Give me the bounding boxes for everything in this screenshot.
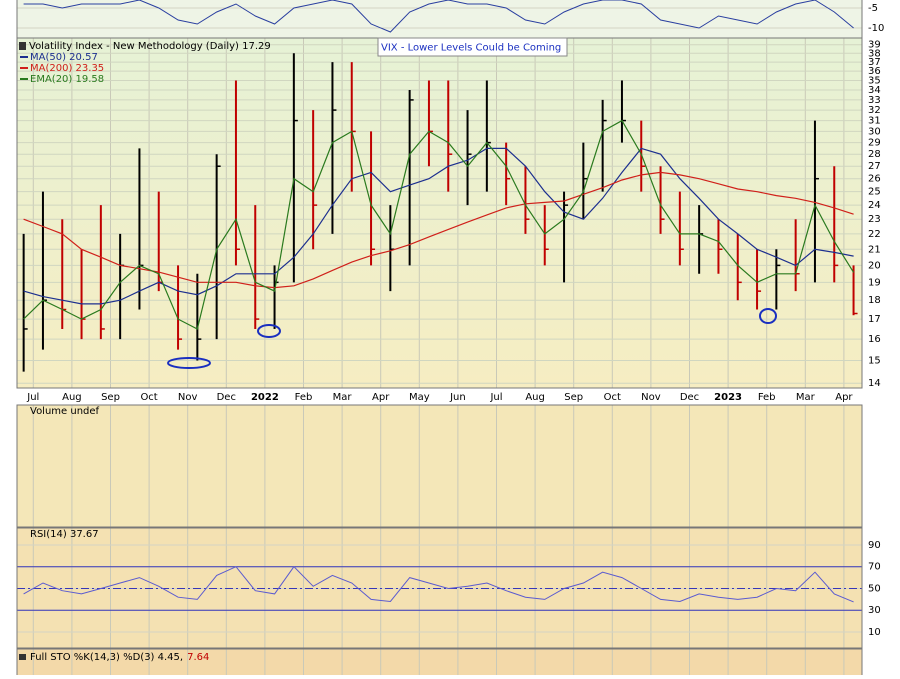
x-tick-label: Nov <box>641 392 661 403</box>
title-part: 7.64 <box>187 652 209 663</box>
y-tick-label: 25 <box>868 187 881 198</box>
x-tick-label: Sep <box>564 392 583 403</box>
grid <box>17 7 862 675</box>
y-tick-label: 30 <box>868 126 881 137</box>
x-tick-label: Dec <box>680 392 699 403</box>
y-tick-label: 39 <box>868 40 881 51</box>
x-tick-label: Mar <box>333 392 353 403</box>
y-tick-label: 28 <box>868 149 881 160</box>
legend-entry: MA(200) 23.35 <box>30 63 104 74</box>
panel-title: RSI(14) 37.67 <box>30 529 99 540</box>
x-tick-label: Mar <box>796 392 816 403</box>
series-line <box>23 565 854 603</box>
annotation-box <box>377 37 568 57</box>
y-tick-label: 16 <box>868 334 881 345</box>
x-tick-label: Dec <box>217 392 236 403</box>
y-tick-label: 10 <box>868 627 881 638</box>
legend-entry: MA(50) 20.57 <box>30 52 98 63</box>
y-tick-label: 35 <box>868 75 881 86</box>
y-tick-label: 70 <box>868 562 881 573</box>
chart-title: Volatility Index - New Methodology (Dail… <box>29 41 271 52</box>
marks <box>22 0 858 603</box>
y-tick-label: 31 <box>868 116 881 127</box>
y-tick-label: 36 <box>868 66 881 77</box>
series-line <box>23 171 854 289</box>
x-tick-label: Oct <box>604 392 621 403</box>
x-tick-label: Oct <box>140 392 157 403</box>
x-tick-label: Sep <box>101 392 120 403</box>
y-tick-label: 38 <box>868 48 881 59</box>
panel-borders <box>16 0 863 679</box>
y-tick-label: 29 <box>868 138 881 149</box>
y-tick-label: 15 <box>868 355 881 366</box>
y-tick-label: 33 <box>868 95 881 106</box>
annotation-ellipses <box>167 308 777 369</box>
y-tick-label: 23 <box>868 214 881 225</box>
panel-title: Full STO %K(14,3) %D(3) 4.45, 7.64 <box>30 652 209 663</box>
x-tick-label: 2023 <box>714 392 742 403</box>
y-tick-label: 26 <box>868 174 881 185</box>
x-tick-label: May <box>409 392 430 403</box>
series-line <box>23 147 854 305</box>
y-tick-label: 37 <box>868 57 881 68</box>
x-tick-label: Aug <box>525 392 545 403</box>
panel-bg <box>17 405 862 527</box>
y-tick-label: 17 <box>868 314 881 325</box>
x-tick-label: Jun <box>449 392 466 403</box>
x-tick-label: 2022 <box>251 392 279 403</box>
y-tick-label: 30 <box>868 605 881 616</box>
y-tick-label: 34 <box>868 85 881 96</box>
y-tick-label: 90 <box>868 540 881 551</box>
y-tick-label: 27 <box>868 161 881 172</box>
x-tick-label: Jul <box>26 392 39 403</box>
y-tick-label: 21 <box>868 244 881 255</box>
y-tick-label: 18 <box>868 295 881 306</box>
y-tick-label: 22 <box>868 229 881 240</box>
symbol-icon <box>19 654 26 660</box>
y-tick-label: 24 <box>868 200 881 211</box>
y-tick-label: 50 <box>868 583 881 594</box>
panel-bg <box>17 649 862 675</box>
title-part: Full STO %K(14,3) %D(3) 4.45, <box>30 652 183 663</box>
y-tick-label: 19 <box>868 277 881 288</box>
y-tick-label: -5 <box>868 3 878 14</box>
x-tick-label: Jul <box>489 392 502 403</box>
legend-entry: EMA(20) 19.58 <box>30 74 104 85</box>
annotation: VIX - Lower Levels Could be Coming <box>381 43 561 54</box>
panel-bg <box>17 0 862 38</box>
y-tick-label: 14 <box>868 378 881 389</box>
y-tick-label: 32 <box>868 105 881 116</box>
series-line <box>23 0 854 33</box>
y-tick-label: 20 <box>868 260 881 271</box>
symbol-icon <box>19 42 26 50</box>
x-tick-label: Apr <box>372 392 390 403</box>
x-tick-label: Nov <box>178 392 198 403</box>
x-tick-label: Feb <box>758 392 776 403</box>
x-tick-label: Apr <box>835 392 853 403</box>
x-tick-label: Feb <box>295 392 313 403</box>
series-line <box>23 119 855 330</box>
panel-title: Volume undef <box>30 406 100 417</box>
x-tick-label: Aug <box>62 392 82 403</box>
y-tick-label: -10 <box>868 23 884 34</box>
